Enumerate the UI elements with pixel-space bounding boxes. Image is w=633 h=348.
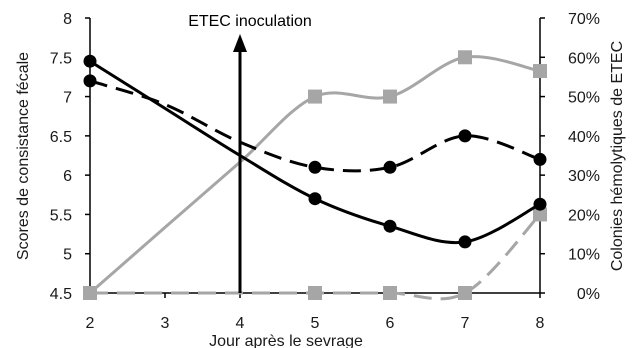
series-1-point-4 xyxy=(533,152,547,166)
right-y-axis-title: Colonies hémolytiques de ETEC xyxy=(609,41,626,271)
plot-axes xyxy=(89,18,541,294)
annotation-layer: ETEC inoculation xyxy=(188,13,312,293)
series-1-point-2 xyxy=(383,160,397,174)
y-right-tick-label-7: 70% xyxy=(568,11,600,28)
y-right-tick-label-4: 40% xyxy=(568,129,600,146)
series-3-point-2 xyxy=(383,286,397,300)
y-right-tick-label-2: 20% xyxy=(568,207,600,224)
y-right-tick-label-6: 60% xyxy=(568,50,600,67)
series-0-line xyxy=(89,59,541,245)
x-tick-label-3: 5 xyxy=(311,315,320,332)
series-2-point-2 xyxy=(383,89,397,104)
series-layer xyxy=(83,50,547,301)
series-0-point-3 xyxy=(458,235,472,249)
y-right-tick-label-5: 50% xyxy=(568,90,600,107)
series-3-point-1 xyxy=(308,286,322,300)
series-3-point-3 xyxy=(458,286,472,300)
series-1-point-0 xyxy=(83,74,97,88)
ticks: 2 3 4 5 6 7 8 4.5 5 5.5 6 6.5 7 7.5 8 0% 10% 20% 30% 40% 50%… xyxy=(50,11,600,332)
series-0-point-2 xyxy=(383,219,397,233)
x-tick-label-1: 3 xyxy=(161,315,170,332)
y-left-tick-label-3: 6 xyxy=(63,168,72,185)
x-tick-label-2: 4 xyxy=(236,315,245,332)
x-tick-label-0: 2 xyxy=(86,315,95,332)
y-right-tick-label-0: 0% xyxy=(577,286,600,303)
inoculation-label: ETEC inoculation xyxy=(188,13,312,30)
y-right-tick-label-3: 30% xyxy=(568,168,600,185)
y-left-tick-label-5: 7 xyxy=(63,90,72,107)
series-0-point-0 xyxy=(83,54,97,68)
x-tick-label-4: 6 xyxy=(386,315,395,332)
y-right-tick-label-1: 10% xyxy=(568,247,600,264)
series-1-point-1 xyxy=(308,160,322,174)
y-left-tick-label-7: 8 xyxy=(63,11,72,28)
series-1-point-3 xyxy=(458,129,472,143)
y-left-tick-label-2: 5.5 xyxy=(50,207,72,224)
x-tick-label-5: 7 xyxy=(461,315,470,332)
series-2-point-1 xyxy=(308,89,322,104)
series-2-point-4 xyxy=(533,64,547,79)
series-2-point-0 xyxy=(83,286,97,300)
inoculation-arrowhead xyxy=(233,34,247,52)
left-y-axis-title: Scores de consistance fécale xyxy=(15,52,32,260)
y-left-tick-label-1: 5 xyxy=(63,247,72,264)
x-tick-label-6: 8 xyxy=(536,315,545,332)
series-0-point-4 xyxy=(533,197,547,211)
series-3-point-4 xyxy=(533,207,547,222)
y-left-tick-label-0: 4.5 xyxy=(50,286,72,303)
y-left-tick-label-6: 7.5 xyxy=(50,50,72,67)
x-axis-title: Jour après le sevrage xyxy=(209,333,363,348)
y-left-tick-label-4: 6.5 xyxy=(50,129,72,146)
series-2-point-3 xyxy=(458,50,472,65)
series-0-point-1 xyxy=(308,192,322,206)
